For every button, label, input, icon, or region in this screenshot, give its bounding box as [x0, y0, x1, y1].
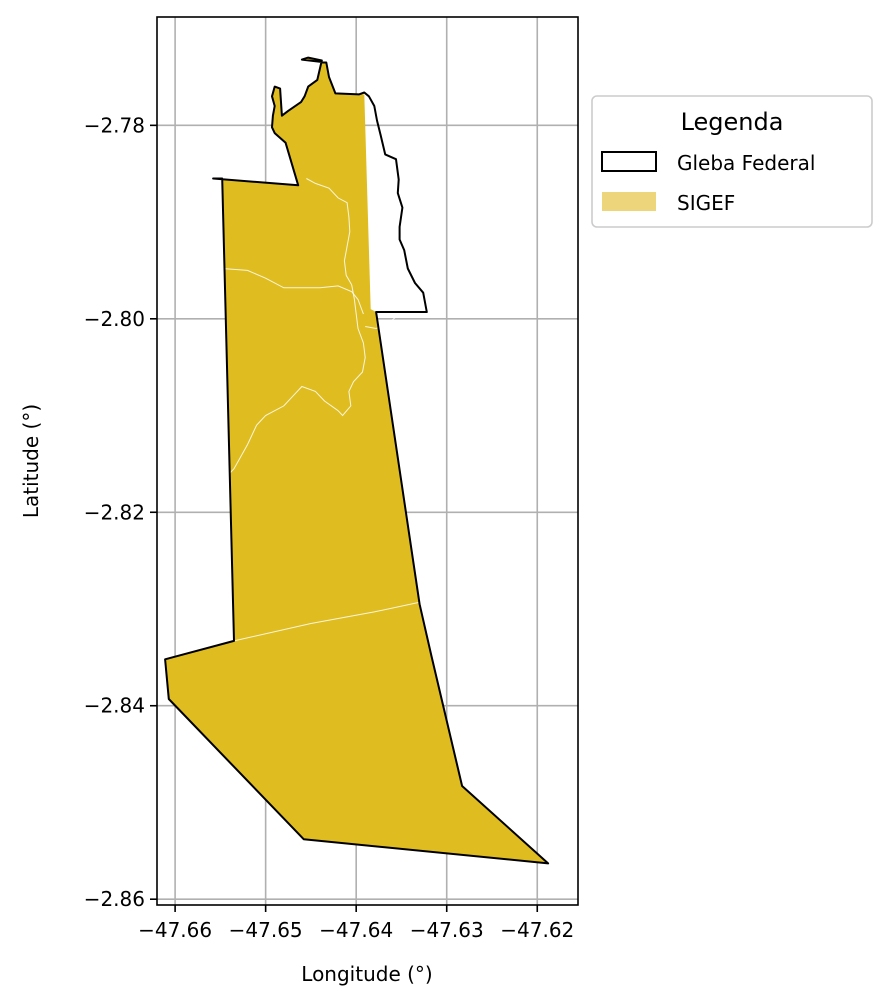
legend: Legenda Gleba Federal SIGEF [591, 95, 873, 228]
y-tick-label: −2.82 [84, 500, 145, 524]
parcel-boundary-line [224, 385, 339, 479]
legend-swatch-sigef [602, 192, 656, 211]
y-axis-label: Latitude (°) [19, 404, 43, 518]
parcel-boundary-line [233, 601, 420, 642]
x-axis-label: Longitude (°) [301, 962, 432, 986]
gleba-federal-outline [164, 56, 550, 865]
parcel-boundary-line [337, 284, 366, 417]
sigef-polygon [165, 57, 549, 864]
legend-swatch-gleba-federal [601, 151, 657, 172]
x-tick-label: −47.65 [229, 918, 303, 942]
y-tick-label: −2.78 [84, 113, 145, 137]
parcel-boundary-line [222, 268, 364, 315]
y-tick-label: −2.80 [84, 307, 145, 331]
parcel-boundary-line [306, 178, 353, 286]
x-tick-label: −47.63 [410, 918, 484, 942]
plot-frame [156, 16, 579, 906]
parcel-boundary-line [365, 316, 397, 330]
y-tick-label: −2.86 [84, 887, 145, 911]
x-tick-label: −47.66 [138, 918, 212, 942]
legend-box [591, 95, 873, 228]
x-tick-label: −47.64 [319, 918, 393, 942]
x-tick-label: −47.62 [500, 918, 574, 942]
sigef-parcel-boundaries [222, 178, 420, 642]
legend-label-gleba-federal: Gleba Federal [677, 151, 815, 175]
y-axis-ticks: −2.78 −2.80 −2.82 −2.84 −2.86 [84, 113, 157, 911]
y-tick-label: −2.84 [84, 694, 145, 718]
x-axis-ticks: −47.66 −47.65 −47.64 −47.63 −47.62 [138, 905, 574, 942]
legend-title: Legenda [681, 108, 784, 136]
legend-label-sigef: SIGEF [677, 191, 735, 215]
